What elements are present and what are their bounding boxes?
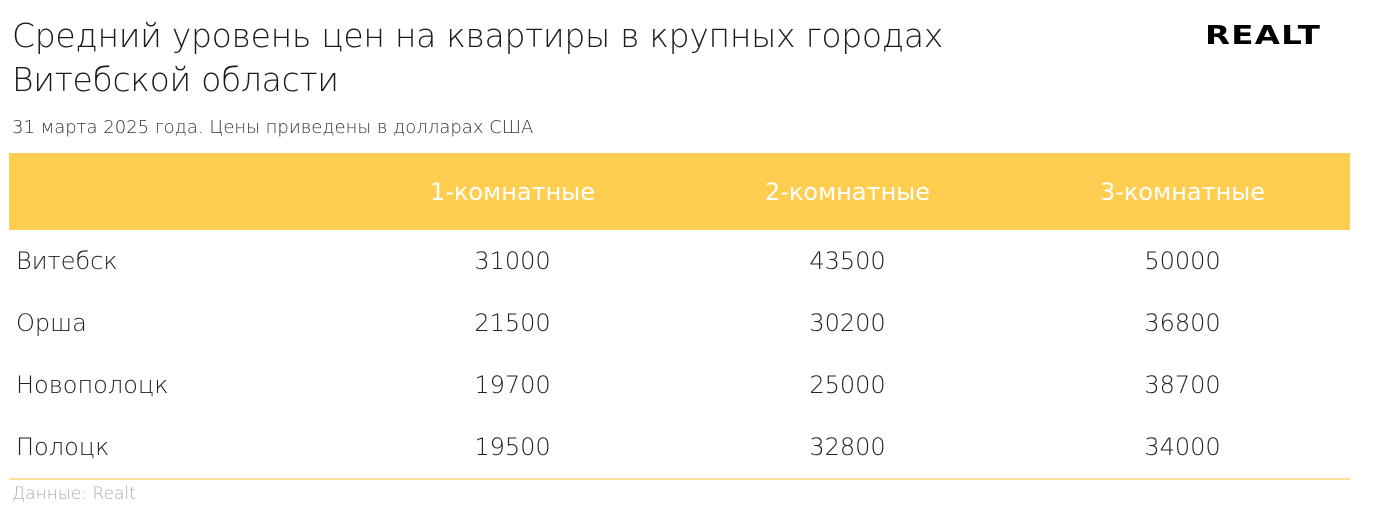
city-name: Полоцк <box>9 416 345 480</box>
price-cell: 30200 <box>809 309 886 337</box>
city-name: Орша <box>16 309 87 337</box>
table-row: Полоцк 19500 32800 34000 <box>9 416 1350 480</box>
price-cell: 21500 <box>474 309 551 337</box>
page-title: Средний уровень цен на квартиры в крупны… <box>12 16 944 99</box>
price-cell: 36800 <box>1144 309 1221 337</box>
table-row: Новополоцк 19700 25000 38700 <box>9 354 1350 416</box>
table-row: Витебск 31000 43500 50000 <box>9 230 1350 292</box>
header-city <box>9 153 345 230</box>
subtitle: 31 марта 2025 года. Цены приведены в дол… <box>12 117 534 138</box>
header-1-room: 1-комнатные <box>345 153 680 230</box>
price-cell: 19500 <box>345 416 680 480</box>
realt-logo: REALT <box>1205 21 1322 51</box>
city-name: Витебск <box>16 247 118 275</box>
price-cell: 19700 <box>474 371 551 399</box>
price-cell: 32800 <box>680 416 1015 480</box>
source-note: Данные: Realt <box>12 484 136 504</box>
table-header-row: 1-комнатные 2-комнатные 3-комнатные <box>9 153 1350 230</box>
price-cell: 34000 <box>1015 416 1350 480</box>
price-cell: 31000 <box>474 247 551 275</box>
price-cell: 50000 <box>1144 247 1221 275</box>
header-2-room: 2-комнатные <box>680 153 1015 230</box>
table-row: Орша 21500 30200 36800 <box>9 292 1350 354</box>
price-cell: 25000 <box>809 371 886 399</box>
price-cell: 43500 <box>809 247 886 275</box>
city-name: Новополоцк <box>16 371 169 399</box>
header-3-room: 3-комнатные <box>1015 153 1350 230</box>
price-table: 1-комнатные 2-комнатные 3-комнатные Вите… <box>9 153 1350 480</box>
price-cell: 38700 <box>1144 371 1221 399</box>
